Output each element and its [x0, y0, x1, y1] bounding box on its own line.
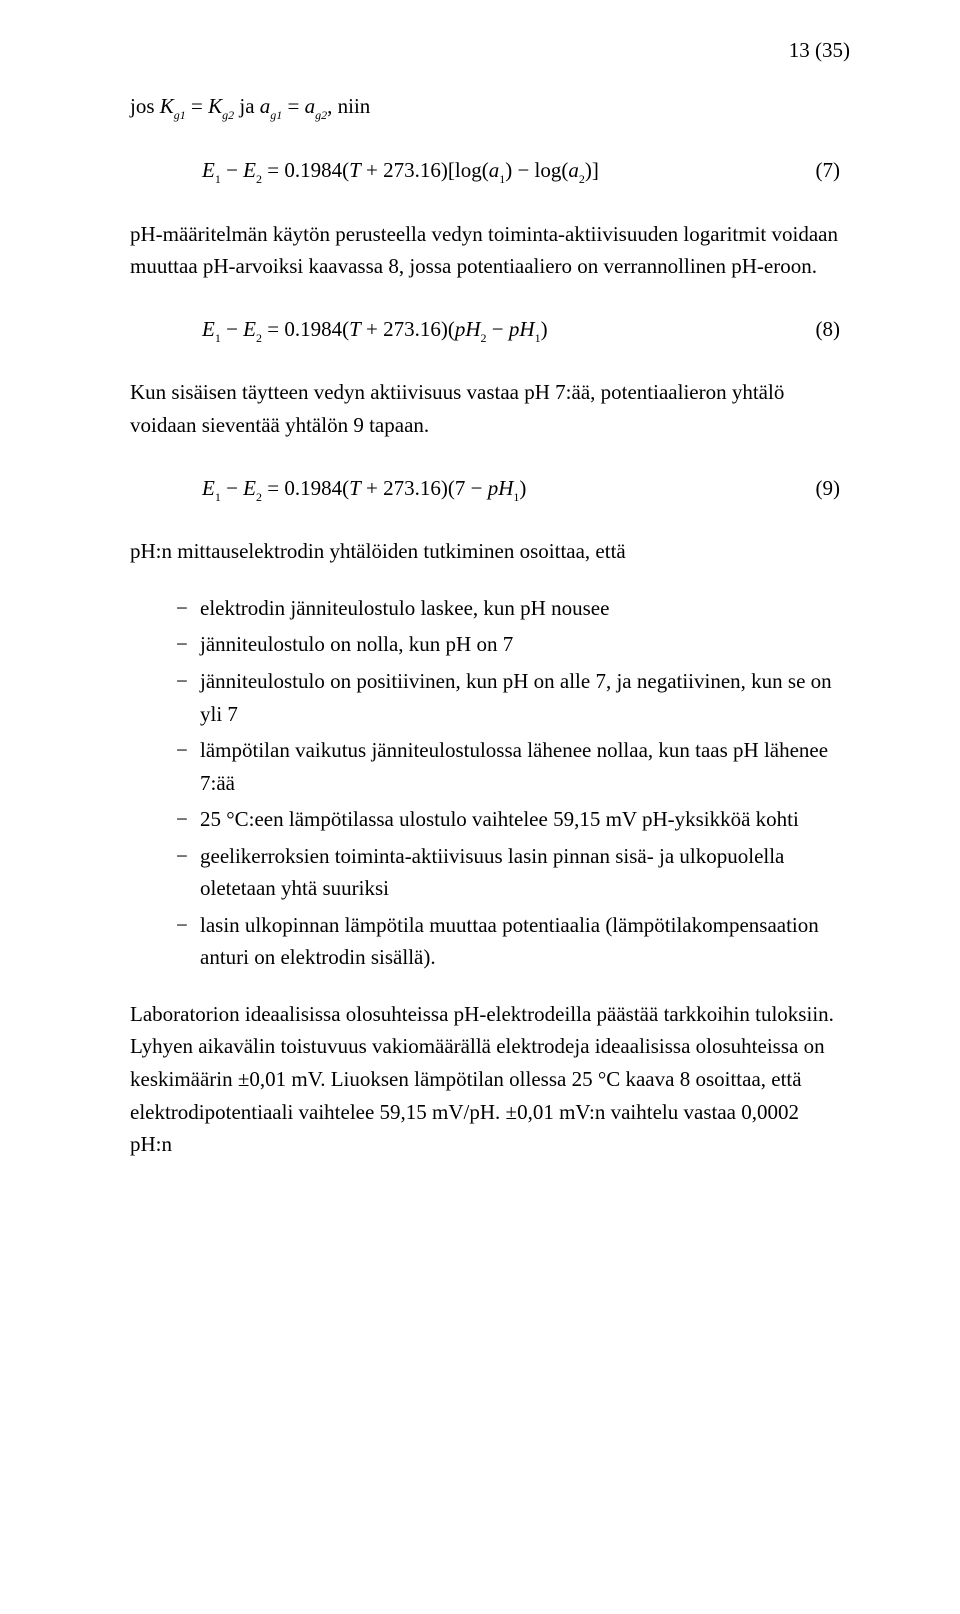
minus-1: −: [221, 158, 243, 182]
dash-icon: −: [176, 734, 200, 799]
const-pref-9: 0.1984(: [284, 476, 349, 500]
intro-line: jos Kg1 = Kg2 ja ag1 = ag2, niin: [130, 90, 840, 124]
minus-9: −: [221, 476, 243, 500]
sub-pH1: 1: [535, 331, 541, 345]
var-T-1: T: [349, 158, 361, 182]
eq-sign-3: =: [262, 158, 284, 182]
list-item: −elektrodin jänniteulostulo laskee, kun …: [176, 592, 840, 625]
var-T-9: T: [349, 476, 361, 500]
const-suf-8: + 273.16): [361, 317, 448, 341]
list-item-text: jänniteulostulo on positiivinen, kun pH …: [200, 665, 840, 730]
E1: E: [202, 158, 215, 182]
close-9: ): [519, 476, 526, 500]
var-a: a: [260, 94, 271, 118]
a1: a: [489, 158, 500, 182]
E2-8: E: [243, 317, 256, 341]
equation-9-number: (9): [780, 472, 840, 505]
list-item: −25 °C:een lämpötilassa ulostulo vaihtel…: [176, 803, 840, 836]
a2: a: [568, 158, 579, 182]
pH1: pH: [509, 317, 535, 341]
list-item-text: elektrodin jänniteulostulo laskee, kun p…: [200, 592, 840, 625]
eq-sign: =: [186, 94, 208, 118]
equation-7-row: E1 − E2 = 0.1984(T + 273.16)[log(a1) − l…: [202, 154, 840, 188]
list-item: −jänniteulostulo on positiivinen, kun pH…: [176, 665, 840, 730]
minus-8: −: [221, 317, 243, 341]
list-item-text: lasin ulkopinnan lämpötila muuttaa poten…: [200, 909, 840, 974]
equation-8-number: (8): [780, 313, 840, 346]
sub-g2-2: g2: [315, 108, 327, 122]
eq-sign-9: =: [262, 476, 284, 500]
E1-9: E: [202, 476, 215, 500]
closing-paragraph: Laboratorion ideaalisissa olosuhteissa p…: [130, 998, 840, 1161]
E2-9: E: [243, 476, 256, 500]
open-8: (: [448, 317, 455, 341]
equation-8-row: E1 − E2 = 0.1984(T + 273.16)(pH2 − pH1) …: [202, 313, 840, 347]
list-item: −geelikerroksien toiminta-aktiivisuus la…: [176, 840, 840, 905]
const-pref-1: 0.1984(: [284, 158, 349, 182]
sub-pH1-9: 1: [513, 490, 519, 504]
dash-icon: −: [176, 840, 200, 905]
eq-sign-2: =: [282, 94, 304, 118]
log-open: [log(: [448, 158, 489, 182]
dash-icon: −: [176, 665, 200, 730]
equation-7: E1 − E2 = 0.1984(T + 273.16)[log(a1) − l…: [202, 154, 780, 188]
sub1-9: 1: [215, 490, 221, 504]
var-a-2: a: [305, 94, 316, 118]
var-K-2: K: [208, 94, 222, 118]
intro-pre: jos: [130, 94, 160, 118]
equation-9: E1 − E2 = 0.1984(T + 273.16)(7 − pH1): [202, 472, 780, 506]
bullet-list: −elektrodin jänniteulostulo laskee, kun …: [130, 592, 840, 974]
list-item: −lämpötilan vaikutus jänniteulostulossa …: [176, 734, 840, 799]
list-item-text: 25 °C:een lämpötilassa ulostulo vaihtele…: [200, 803, 840, 836]
list-item-text: jänniteulostulo on nolla, kun pH on 7: [200, 628, 840, 661]
sub2: 2: [256, 172, 262, 186]
dash-icon: −: [176, 628, 200, 661]
intro-post: , niin: [327, 94, 370, 118]
sub1: 1: [215, 172, 221, 186]
dash-icon: −: [176, 909, 200, 974]
equation-7-number: (7): [780, 154, 840, 187]
sub-a1: 1: [499, 172, 505, 186]
sub-pH2: 2: [481, 331, 487, 345]
close-8: ): [541, 317, 548, 341]
const-pref-8: 0.1984(: [284, 317, 349, 341]
E1-8: E: [202, 317, 215, 341]
minus-ph: −: [487, 317, 509, 341]
sub-g1: g1: [174, 108, 186, 122]
dash-icon: −: [176, 803, 200, 836]
log-mid: ) − log(: [505, 158, 568, 182]
ja-text: ja: [234, 94, 260, 118]
open-9: (7 −: [448, 476, 488, 500]
dash-icon: −: [176, 592, 200, 625]
log-close: )]: [585, 158, 599, 182]
page-number: 13 (35): [789, 34, 850, 67]
list-item-text: geelikerroksien toiminta-aktiivisuus las…: [200, 840, 840, 905]
equation-8: E1 − E2 = 0.1984(T + 273.16)(pH2 − pH1): [202, 313, 780, 347]
E2: E: [243, 158, 256, 182]
const-suf-9: + 273.16): [361, 476, 448, 500]
sub-g2: g2: [222, 108, 234, 122]
list-item: −lasin ulkopinnan lämpötila muuttaa pote…: [176, 909, 840, 974]
para-after-eq7: pH-määritelmän käytön perusteella vedyn …: [130, 218, 840, 283]
sub2-8: 2: [256, 331, 262, 345]
pH2: pH: [455, 317, 481, 341]
list-item-text: lämpötilan vaikutus jänniteulostulossa l…: [200, 734, 840, 799]
var-K: K: [160, 94, 174, 118]
sub-g1-2: g1: [270, 108, 282, 122]
eq-sign-8: =: [262, 317, 284, 341]
list-item: −jänniteulostulo on nolla, kun pH on 7: [176, 628, 840, 661]
sub2-9: 2: [256, 490, 262, 504]
pH1-9: pH: [488, 476, 514, 500]
para-after-eq9: pH:n mittauselektrodin yhtälöiden tutkim…: [130, 535, 840, 568]
equation-9-row: E1 − E2 = 0.1984(T + 273.16)(7 − pH1) (9…: [202, 472, 840, 506]
sub-a2: 2: [579, 172, 585, 186]
sub1-8: 1: [215, 331, 221, 345]
para-after-eq8: Kun sisäisen täytteen vedyn aktiivisuus …: [130, 376, 840, 441]
var-T-8: T: [349, 317, 361, 341]
const-suf-1: + 273.16): [361, 158, 448, 182]
